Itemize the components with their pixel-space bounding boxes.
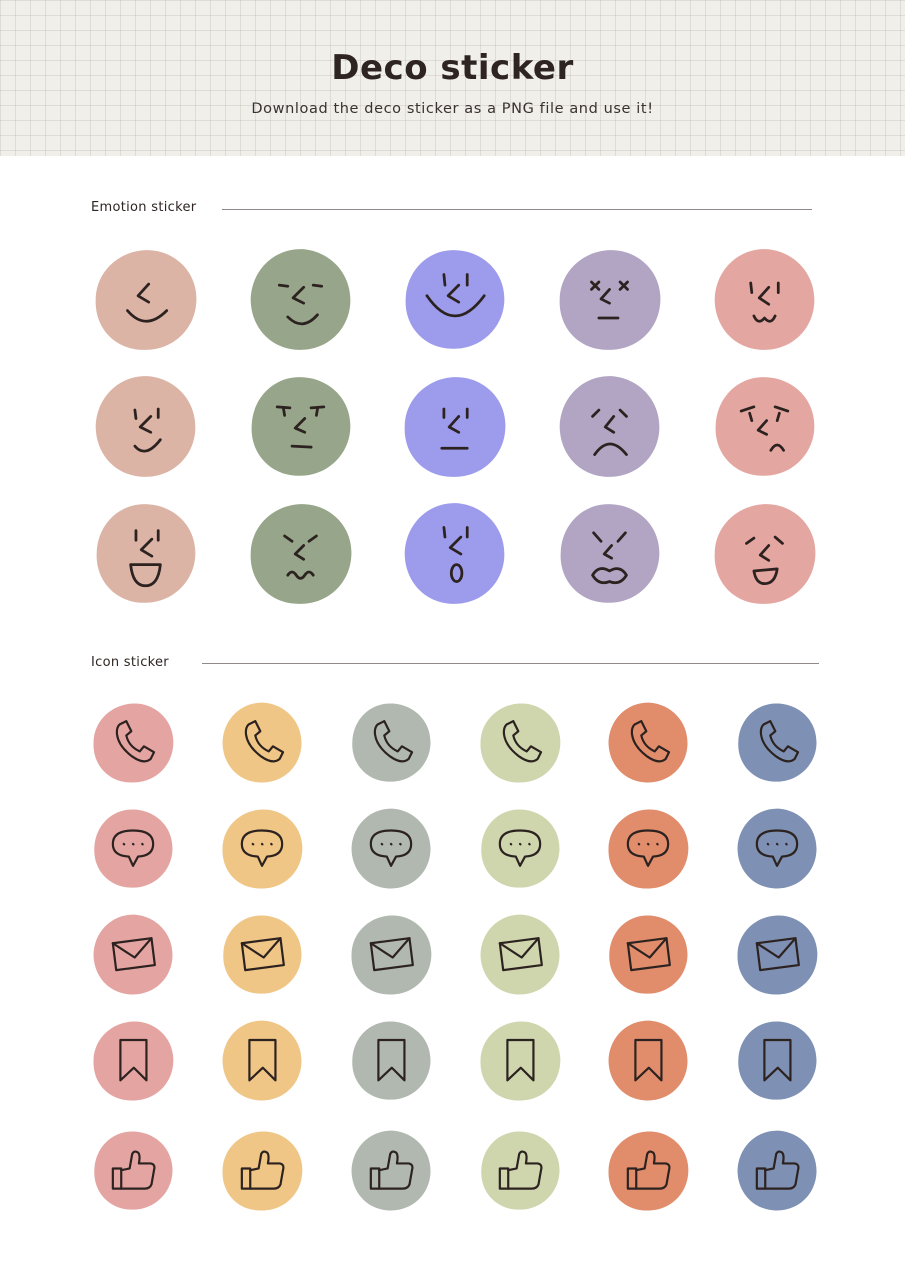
- phone-icon: [115, 720, 156, 763]
- icon-sticker[interactable]: [90, 807, 176, 891]
- icon-sticker[interactable]: [219, 1129, 305, 1213]
- giggle-face-icon: [745, 535, 784, 586]
- content-face-icon: [277, 283, 324, 326]
- emotion-sticker[interactable]: [709, 374, 820, 480]
- emotion-sticker[interactable]: [90, 374, 201, 480]
- smile-face-icon: [126, 282, 169, 323]
- icon-sticker[interactable]: [605, 1019, 691, 1103]
- envelope-icon: [626, 937, 671, 972]
- icon-sticker[interactable]: [734, 807, 820, 891]
- emotion-sticker[interactable]: [245, 501, 356, 607]
- thumbs-up-icon: [755, 1150, 800, 1190]
- icon-sticker[interactable]: [90, 1019, 176, 1103]
- phone-icon: [244, 720, 285, 763]
- envelope-icon: [755, 937, 800, 972]
- phone-icon: [630, 720, 671, 763]
- icon-sticker[interactable]: [477, 913, 563, 997]
- envelope-icon: [111, 937, 156, 972]
- icon-sticker[interactable]: [734, 913, 820, 997]
- speech-bubble-icon: [240, 829, 284, 867]
- speech-bubble-icon: [626, 829, 670, 867]
- thumbs-up-icon: [240, 1150, 285, 1190]
- icon-sticker[interactable]: [348, 807, 434, 891]
- annoyed-face-icon: [275, 405, 326, 449]
- phone-icon: [759, 720, 800, 763]
- page-subtitle: Download the deco sticker as a PNG file …: [251, 101, 654, 117]
- speech-bubble-icon: [369, 829, 413, 867]
- icon-sticker[interactable]: [605, 807, 691, 891]
- laugh-face-icon: [129, 529, 162, 588]
- grumpy-face-icon: [283, 534, 318, 580]
- emotion-section-title: Emotion sticker: [91, 200, 197, 215]
- icon-sticker[interactable]: [605, 701, 691, 785]
- emotion-sticker[interactable]: [554, 247, 665, 353]
- smirk-face-icon: [133, 407, 162, 453]
- icon-sticker[interactable]: [605, 913, 691, 997]
- sad-face-icon: [591, 408, 628, 456]
- emotion-sticker[interactable]: [554, 501, 665, 607]
- thumbs-up-icon: [626, 1150, 671, 1190]
- icon-sticker[interactable]: [90, 913, 176, 997]
- icon-sticker[interactable]: [477, 1019, 563, 1103]
- phone-icon: [373, 720, 414, 763]
- emotion-sticker[interactable]: [245, 247, 356, 353]
- emotion-sticker[interactable]: [399, 374, 510, 480]
- icon-sticker[interactable]: [219, 913, 305, 997]
- icon-sticker[interactable]: [348, 913, 434, 997]
- emotion-sticker[interactable]: [245, 374, 356, 480]
- emotion-sticker[interactable]: [709, 501, 820, 607]
- phone-icon: [502, 720, 543, 763]
- emotion-sticker[interactable]: [90, 247, 201, 353]
- icon-sticker[interactable]: [219, 1019, 305, 1103]
- icon-section-divider: [202, 663, 819, 664]
- speech-bubble-icon: [755, 829, 799, 867]
- bookmark-icon: [634, 1038, 663, 1082]
- cute-face-icon: [749, 281, 780, 323]
- speech-bubble-icon: [498, 829, 542, 867]
- icon-sticker[interactable]: [734, 1019, 820, 1103]
- neutral-face-icon: [440, 407, 469, 450]
- icon-sticker[interactable]: [605, 1129, 691, 1213]
- icon-sticker[interactable]: [348, 1019, 434, 1103]
- angry-face-icon: [591, 531, 628, 585]
- icon-sticker[interactable]: [734, 1129, 820, 1213]
- thumbs-up-icon: [498, 1150, 543, 1190]
- icon-sticker[interactable]: [348, 701, 434, 785]
- bookmark-icon: [119, 1038, 148, 1082]
- grin-face-icon: [425, 273, 486, 318]
- icon-sticker[interactable]: [219, 701, 305, 785]
- icon-sticker[interactable]: [734, 701, 820, 785]
- bookmark-icon: [506, 1038, 535, 1082]
- speech-bubble-icon: [111, 829, 155, 867]
- bookmark-icon: [248, 1038, 277, 1082]
- envelope-icon: [498, 937, 543, 972]
- emotion-sticker[interactable]: [90, 501, 201, 607]
- emotion-sticker[interactable]: [554, 374, 665, 480]
- thumbs-up-icon: [111, 1150, 156, 1190]
- emotion-sticker[interactable]: [399, 247, 510, 353]
- envelope-icon: [369, 937, 414, 972]
- envelope-icon: [240, 937, 285, 972]
- page-title: Deco sticker: [331, 48, 574, 88]
- bookmark-icon: [763, 1038, 792, 1082]
- icon-section-title: Icon sticker: [91, 655, 169, 670]
- icon-sticker[interactable]: [348, 1129, 434, 1213]
- header-banner: Deco sticker Download the deco sticker a…: [0, 0, 905, 156]
- icon-sticker[interactable]: [477, 807, 563, 891]
- dizzy-face-icon: [590, 280, 629, 320]
- bookmark-icon: [377, 1038, 406, 1082]
- emotion-section-divider: [222, 209, 812, 210]
- icon-sticker[interactable]: [477, 701, 563, 785]
- icon-sticker[interactable]: [477, 1129, 563, 1213]
- icon-sticker[interactable]: [90, 701, 176, 785]
- upset-face-icon: [739, 405, 790, 452]
- thumbs-up-icon: [369, 1150, 414, 1190]
- surprised-face-icon: [442, 526, 469, 583]
- emotion-sticker[interactable]: [709, 247, 820, 353]
- icon-sticker[interactable]: [219, 807, 305, 891]
- emotion-sticker[interactable]: [399, 501, 510, 607]
- icon-sticker[interactable]: [90, 1129, 176, 1213]
